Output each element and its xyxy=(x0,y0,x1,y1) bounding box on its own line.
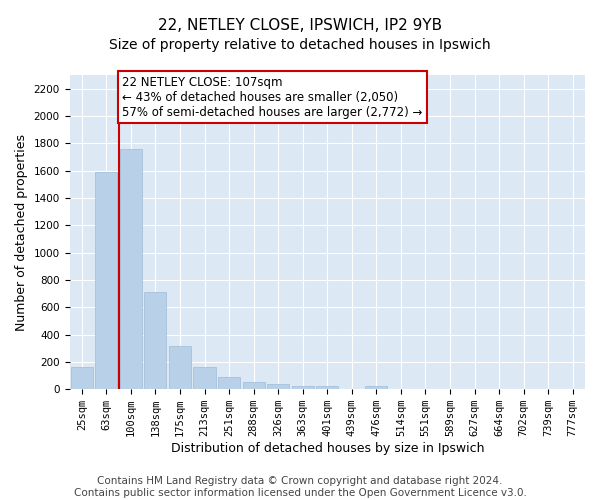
Bar xyxy=(120,149,142,389)
Bar xyxy=(95,172,118,389)
Bar xyxy=(267,384,289,389)
Text: 22 NETLEY CLOSE: 107sqm
← 43% of detached houses are smaller (2,050)
57% of semi: 22 NETLEY CLOSE: 107sqm ← 43% of detache… xyxy=(122,76,422,118)
Text: Size of property relative to detached houses in Ipswich: Size of property relative to detached ho… xyxy=(109,38,491,52)
Bar xyxy=(242,382,265,389)
Bar xyxy=(169,346,191,389)
Bar xyxy=(341,388,363,389)
Bar xyxy=(292,386,314,389)
Bar xyxy=(316,386,338,389)
Bar xyxy=(365,386,388,389)
Text: 22, NETLEY CLOSE, IPSWICH, IP2 9YB: 22, NETLEY CLOSE, IPSWICH, IP2 9YB xyxy=(158,18,442,32)
Bar xyxy=(193,368,215,389)
Bar xyxy=(218,377,240,389)
X-axis label: Distribution of detached houses by size in Ipswich: Distribution of detached houses by size … xyxy=(170,442,484,455)
Bar xyxy=(145,292,166,389)
Y-axis label: Number of detached properties: Number of detached properties xyxy=(15,134,28,330)
Bar xyxy=(71,368,93,389)
Text: Contains HM Land Registry data © Crown copyright and database right 2024.
Contai: Contains HM Land Registry data © Crown c… xyxy=(74,476,526,498)
